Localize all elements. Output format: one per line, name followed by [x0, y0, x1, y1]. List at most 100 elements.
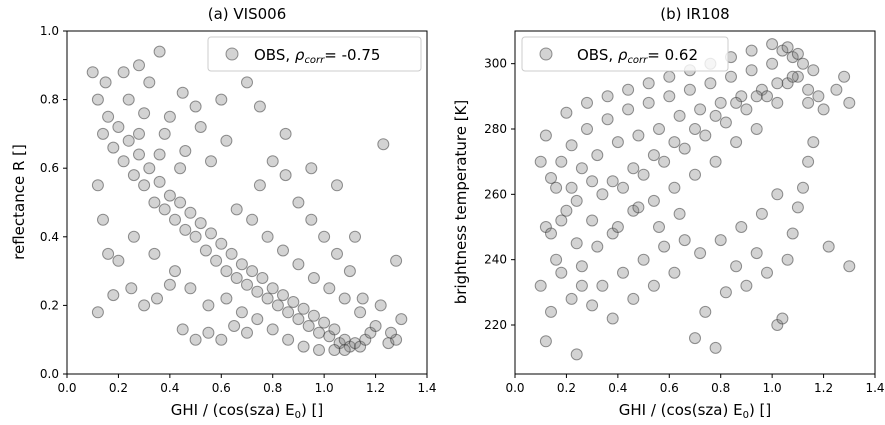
- panel-b-point-96: [714, 234, 727, 247]
- panel-a-point-91: [241, 76, 253, 89]
- panel-a-point-133: [174, 162, 187, 175]
- panel-a-point-117: [230, 203, 243, 216]
- panel-b-point-79: [709, 341, 722, 354]
- panel-b-point-12: [596, 188, 609, 201]
- panel-a-point-81: [305, 213, 318, 226]
- panel-a-point-129: [138, 107, 151, 120]
- panel-a-x-tick-label-7: 1.4: [417, 381, 436, 395]
- panel-b-point-64: [555, 266, 568, 279]
- panel-a-point-63: [153, 45, 166, 58]
- panel-b-point-20: [637, 168, 650, 181]
- panel-b-point-88: [786, 227, 799, 240]
- panel-a-point-9: [133, 148, 145, 161]
- panel-b-point-26: [668, 181, 681, 194]
- panel-b-points: [534, 38, 856, 361]
- panel-a-point-118: [246, 213, 259, 226]
- panel-a-point-57: [377, 138, 390, 151]
- panel-b-point-24: [658, 155, 671, 168]
- panel-a-point-135: [133, 127, 145, 140]
- panel-a-point-88: [305, 162, 318, 175]
- panel-b-point-118: [781, 41, 794, 54]
- panel-b-point-21: [642, 96, 655, 109]
- panel-a-point-78: [266, 155, 279, 168]
- panel-b-point-110: [622, 83, 635, 96]
- panel-b-point-63: [545, 305, 557, 318]
- panel-a-point-60: [395, 313, 408, 326]
- panel-b-point-84: [761, 266, 773, 279]
- panel-a-point-25: [215, 237, 228, 250]
- panel-b-point-17: [622, 103, 635, 116]
- panel-a-point-97: [133, 59, 145, 72]
- panel-a-x-tick-label-1: 0.2: [109, 381, 128, 395]
- panel-a-point-104: [148, 247, 161, 260]
- panel-b-point-80: [719, 286, 732, 299]
- panel-a-point-7: [122, 134, 135, 147]
- panel-a-frame: [66, 30, 428, 375]
- panel-b-point-112: [663, 70, 676, 83]
- panel-a-point-89: [279, 127, 292, 140]
- panel-b-point-11: [591, 149, 604, 162]
- panel-b-point-131: [586, 175, 599, 188]
- panel-a-point-105: [169, 265, 181, 278]
- panel-a-point-80: [292, 196, 305, 209]
- panel-a-point-8: [127, 169, 140, 182]
- panel-b-point-74: [658, 240, 671, 253]
- panel-a-point-111: [266, 323, 279, 336]
- panel-b-point-40: [740, 103, 753, 116]
- panel-a-point-124: [338, 292, 351, 305]
- panel-a-point-71: [176, 323, 189, 336]
- panel-a-point-12: [148, 196, 161, 209]
- panel-b-y-label: brightness temperature [K]: [452, 100, 470, 305]
- panel-a-point-86: [356, 292, 369, 305]
- panel-b-point-22: [647, 194, 660, 207]
- panel-b-point-111: [642, 77, 655, 90]
- panel-b-point-77: [689, 332, 701, 345]
- panel-b-point-45: [766, 57, 779, 70]
- panel-a-point-119: [261, 230, 274, 243]
- panel-a-point-125: [354, 306, 367, 319]
- panel-b-point-123: [750, 90, 763, 103]
- panel-a-point-10: [138, 179, 151, 192]
- panel-b-point-126: [802, 96, 815, 109]
- panel-a-point-112: [282, 333, 295, 346]
- panel-a-point-134: [153, 148, 166, 161]
- panel-b-point-62: [539, 335, 552, 348]
- panel-b-point-104: [550, 181, 563, 194]
- panel-b-x-label: GHI / (cos(sza) E0) []: [619, 401, 772, 421]
- panel-a-title: (a) VIS006: [208, 5, 287, 23]
- panel-b-y-tick-label-3: 280: [484, 122, 507, 136]
- panel-b-point-106: [539, 129, 552, 142]
- panel-b-x-tick-label-4: 0.8: [711, 381, 730, 395]
- panel-a-point-35: [266, 282, 279, 295]
- panel-b-point-15: [611, 136, 624, 149]
- panel-b-point-38: [730, 136, 743, 149]
- panel-a-point-77: [253, 179, 266, 192]
- panel-a-x-tick-label-3: 0.6: [212, 381, 231, 395]
- panel-a-point-33: [256, 272, 269, 284]
- panel-b-point-58: [838, 70, 851, 83]
- panel-a-point-120: [277, 244, 289, 257]
- panel-a-point-93: [189, 100, 202, 113]
- panel-b-point-8: [575, 162, 588, 175]
- panel-b-point-3: [550, 253, 563, 266]
- panel-a-point-64: [91, 306, 104, 319]
- panel-a-point-100: [91, 179, 104, 192]
- panel-a-point-5: [112, 121, 125, 133]
- panel-b-point-10: [586, 214, 599, 227]
- panel-b-point-35: [714, 96, 727, 109]
- panel-b-point-68: [596, 279, 609, 292]
- panel-b-point-46: [771, 96, 784, 109]
- panel-b-x-tick-label-5: 1.0: [763, 381, 782, 395]
- panel-a-point-70: [163, 278, 176, 291]
- panel-a-point-34: [261, 292, 274, 305]
- panel-a-point-36: [271, 299, 284, 312]
- panel-a-point-27: [225, 247, 238, 260]
- panel-a-point-90: [253, 100, 266, 113]
- panel-a-point-14: [158, 203, 171, 216]
- panel-a-point-1: [91, 93, 104, 106]
- panel-a-legend-box: [207, 36, 422, 72]
- panel-b-point-67: [586, 299, 599, 312]
- panel-b-point-107: [560, 106, 573, 119]
- panel-a-point-95: [163, 110, 176, 123]
